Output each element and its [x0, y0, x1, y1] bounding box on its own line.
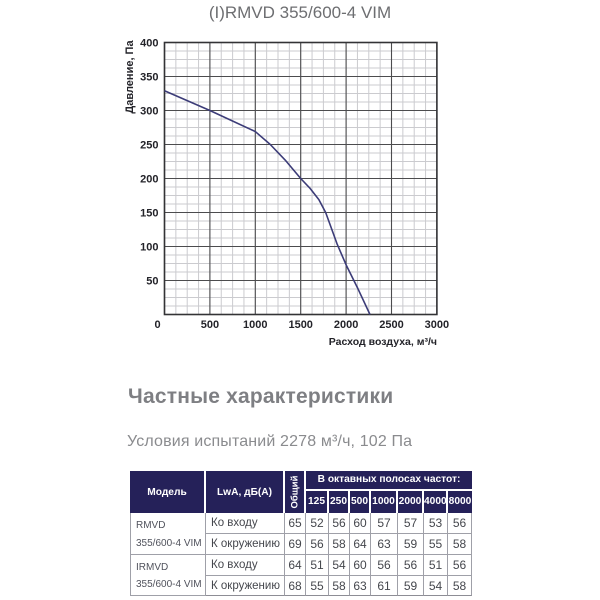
- svg-text:100: 100: [140, 242, 158, 254]
- svg-text:0: 0: [154, 319, 160, 331]
- svg-text:2500: 2500: [379, 319, 403, 331]
- svg-text:3000: 3000: [425, 319, 449, 331]
- svg-text:1000: 1000: [243, 319, 267, 331]
- svg-text:250: 250: [140, 140, 158, 152]
- svg-text:1500: 1500: [288, 319, 312, 331]
- svg-text:350: 350: [140, 72, 158, 84]
- svg-text:2000: 2000: [334, 319, 358, 331]
- svg-text:50: 50: [146, 276, 158, 288]
- svg-text:300: 300: [140, 106, 158, 118]
- svg-text:Расход воздуха, м³/ч: Расход воздуха, м³/ч: [329, 336, 437, 348]
- svg-text:Давление, Па: Давление, Па: [124, 40, 136, 114]
- svg-text:500: 500: [201, 319, 219, 331]
- svg-text:150: 150: [140, 208, 158, 220]
- svg-text:400: 400: [140, 38, 158, 50]
- svg-text:200: 200: [140, 174, 158, 186]
